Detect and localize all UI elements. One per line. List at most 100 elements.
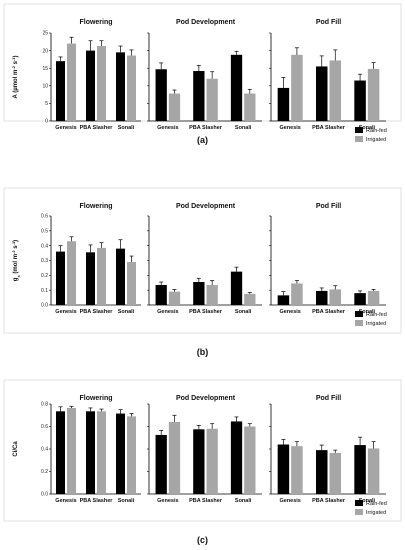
bar-rainfed bbox=[86, 50, 95, 121]
bar-rainfed bbox=[316, 450, 328, 494]
y-label-sup: -2 bbox=[11, 250, 16, 254]
bar-irrigated bbox=[206, 284, 218, 305]
bar-irrigated bbox=[67, 43, 76, 122]
y-tick-label: 0.2 bbox=[41, 469, 48, 475]
category-label: PBA Slasher bbox=[80, 309, 114, 315]
bar-rainfed bbox=[354, 293, 366, 305]
chart-b-stomatal-conductance: Flowering 0.0 0.1 0.2 0.3 0.4 0.5 0.6 Genesis PBA… bbox=[3, 187, 402, 357]
y-label-end: ) bbox=[13, 240, 19, 242]
bar-rainfed bbox=[116, 52, 125, 121]
y-label-sub: s bbox=[16, 275, 21, 278]
legend-swatch-irrigated bbox=[355, 320, 363, 326]
bar-irrigated bbox=[67, 241, 76, 305]
legend: Rain-fed Irrigated bbox=[355, 500, 387, 516]
bar-rainfed bbox=[116, 413, 125, 494]
y-label-base: g bbox=[13, 277, 19, 281]
category-label: Sonali bbox=[235, 309, 252, 315]
bar-rainfed bbox=[86, 411, 95, 494]
y-tick-label: 0.2 bbox=[41, 273, 48, 279]
y-label-end: ) bbox=[13, 55, 19, 57]
panel-pod-fill: Pod Fill Genesis PBA Slasher Sonali bbox=[269, 19, 386, 131]
category-label: Sonali bbox=[235, 498, 252, 504]
bar-irrigated bbox=[244, 426, 256, 494]
y-tick-label: 0.4 bbox=[41, 447, 48, 453]
y-label-base: Ci/Ca bbox=[13, 441, 19, 457]
chart-frame bbox=[3, 187, 402, 334]
legend-swatch-irrigated bbox=[355, 136, 363, 142]
y-label-mid: (mol m bbox=[13, 254, 19, 275]
bar-irrigated bbox=[168, 93, 181, 121]
category-label: PBA Slasher bbox=[189, 125, 223, 131]
panel-title: Pod Development bbox=[176, 395, 236, 402]
y-label-sup: -1 bbox=[11, 241, 16, 245]
bar-rainfed bbox=[277, 295, 290, 305]
panel-title: Pod Development bbox=[176, 203, 236, 210]
y-axis-label: Ci/Ca bbox=[13, 441, 19, 457]
legend-swatch-rainfed bbox=[355, 500, 363, 506]
y-tick-label: 0.1 bbox=[41, 288, 48, 294]
bar-irrigated bbox=[97, 46, 106, 121]
bar-irrigated bbox=[168, 422, 181, 494]
chart-c-ci-ca-ratio: Flowering 0.0 0.2 0.4 0.6 0.8 Genesis PBA Slash… bbox=[3, 379, 402, 545]
y-tick-label: 0.6 bbox=[41, 214, 48, 220]
legend-swatch-rainfed bbox=[355, 311, 363, 317]
bar-irrigated bbox=[291, 283, 303, 305]
bar-irrigated bbox=[244, 93, 256, 121]
category-label: Genesis bbox=[279, 498, 300, 504]
panel-title: Pod Fill bbox=[316, 203, 341, 210]
category-label: Genesis bbox=[157, 498, 178, 504]
bar-irrigated bbox=[367, 448, 380, 494]
y-tick-label: 0.0 bbox=[41, 303, 48, 309]
bar-rainfed bbox=[56, 61, 65, 121]
bar-irrigated bbox=[127, 261, 136, 305]
chart-frame bbox=[3, 379, 402, 522]
legend: Rain-fed Irrigated bbox=[355, 127, 387, 143]
bar-rainfed bbox=[56, 251, 65, 305]
chart-caption: (c) bbox=[197, 535, 208, 545]
legend-label-rainfed: Rain-fed bbox=[366, 501, 387, 507]
y-label-sup: -1 bbox=[11, 57, 16, 61]
panel-title: Flowering bbox=[79, 19, 112, 26]
legend: Rain-fed Irrigated bbox=[355, 311, 387, 327]
bar-irrigated bbox=[127, 416, 136, 494]
bar-rainfed bbox=[56, 411, 65, 494]
legend-label-rainfed: Rain-fed bbox=[366, 312, 387, 318]
legend-label-rainfed: Rain-fed bbox=[366, 128, 387, 134]
panel-title: Flowering bbox=[79, 203, 112, 210]
bar-rainfed bbox=[230, 421, 243, 494]
y-axis-label: gs (mol m-2 s-1) bbox=[11, 240, 21, 281]
legend-label-irrigated: Irrigated bbox=[366, 137, 386, 143]
y-tick-label: 25 bbox=[42, 31, 48, 37]
y-tick-label: 5 bbox=[45, 101, 48, 107]
panel-pod-development: Pod Development Genesis PBA Slasher Sonali bbox=[147, 203, 262, 315]
category-label: Sonali bbox=[118, 498, 135, 504]
y-tick-label: 15 bbox=[42, 66, 48, 72]
chart-caption: (a) bbox=[197, 135, 208, 145]
legend-label-irrigated: Irrigated bbox=[366, 510, 386, 516]
bar-rainfed bbox=[155, 434, 167, 494]
category-label: PBA Slasher bbox=[312, 125, 346, 131]
bar-rainfed bbox=[193, 429, 205, 494]
category-label: PBA Slasher bbox=[80, 498, 114, 504]
y-tick-label: 0.5 bbox=[41, 229, 48, 235]
panel-pod-fill: Pod Fill Genesis PBA Slasher Sonali bbox=[269, 395, 386, 504]
bar-irrigated bbox=[206, 78, 218, 121]
category-label: Genesis bbox=[55, 309, 76, 315]
y-tick-label: 0.6 bbox=[41, 424, 48, 430]
bar-rainfed bbox=[193, 282, 205, 305]
category-label: Sonali bbox=[359, 498, 376, 504]
bar-irrigated bbox=[168, 291, 181, 305]
panel-flowering: Flowering 0.0 0.2 0.4 0.6 0.8 Genesis PBA Slash… bbox=[41, 395, 141, 504]
panel-title: Pod Fill bbox=[316, 19, 341, 26]
bar-irrigated bbox=[97, 247, 106, 305]
y-tick-label: 0 bbox=[45, 119, 48, 125]
category-label: Sonali bbox=[359, 125, 376, 131]
bar-irrigated bbox=[329, 452, 341, 494]
y-tick-label: 0.3 bbox=[41, 258, 48, 264]
panel-title: Flowering bbox=[79, 395, 112, 402]
category-label: PBA Slasher bbox=[189, 309, 223, 315]
y-tick-label: 0.0 bbox=[41, 492, 48, 498]
category-label: Genesis bbox=[279, 309, 300, 315]
bar-irrigated bbox=[127, 55, 136, 121]
category-label: Genesis bbox=[55, 498, 76, 504]
